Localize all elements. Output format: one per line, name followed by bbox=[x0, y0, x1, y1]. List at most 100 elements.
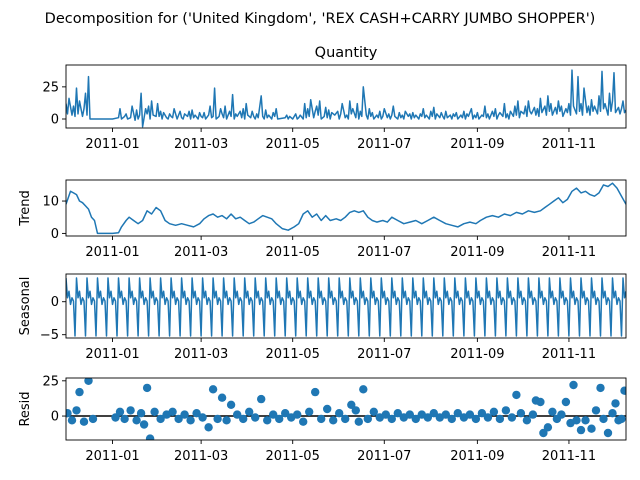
x-tick-label: 2011-05 bbox=[266, 347, 320, 362]
resid-point bbox=[354, 417, 363, 426]
resid-point bbox=[269, 410, 278, 419]
seasonal-line bbox=[66, 277, 626, 337]
resid-point bbox=[75, 387, 84, 397]
resid-point bbox=[186, 416, 195, 425]
resid-point bbox=[596, 383, 605, 393]
trend-line bbox=[66, 182, 626, 235]
resid-point bbox=[67, 416, 77, 425]
x-tick-label: 2011-05 bbox=[266, 245, 320, 260]
x-tick-label: 2011-09 bbox=[450, 347, 504, 362]
y-tick-label: 10 bbox=[42, 195, 59, 210]
resid-point bbox=[381, 410, 390, 419]
resid-point bbox=[620, 386, 626, 395]
resid-point bbox=[347, 400, 356, 409]
trend-frame bbox=[65, 179, 627, 237]
panel-title: Quantity bbox=[315, 45, 378, 61]
x-tick-label: 2011-11 bbox=[542, 347, 596, 362]
resid-point bbox=[79, 417, 89, 426]
resid-point bbox=[429, 409, 438, 418]
resid-point bbox=[72, 406, 81, 415]
y-tick-label: 0 bbox=[51, 410, 59, 425]
resid-point bbox=[501, 406, 511, 415]
y-tick-label: 25 bbox=[42, 80, 59, 95]
resid-point bbox=[317, 414, 326, 424]
x-tick-label: 2011-09 bbox=[450, 137, 504, 152]
resid-point bbox=[369, 407, 378, 416]
y-tick-label: 25 bbox=[42, 374, 59, 389]
resid-point bbox=[512, 390, 521, 400]
x-tick-label: 2011-11 bbox=[542, 449, 596, 464]
x-tick-label: 2011-01 bbox=[85, 347, 139, 362]
resid-point bbox=[453, 409, 462, 418]
resid-point bbox=[299, 417, 308, 426]
resid-point bbox=[139, 420, 149, 429]
x-tick-label: 2011-01 bbox=[85, 449, 139, 464]
resid-point bbox=[239, 414, 248, 424]
resid-point bbox=[516, 409, 526, 418]
resid-point bbox=[180, 410, 189, 419]
resid-point bbox=[405, 410, 414, 419]
resid-point bbox=[608, 409, 617, 418]
resid-point bbox=[233, 410, 242, 419]
x-tick-label: 2011-09 bbox=[450, 449, 504, 464]
resid-point bbox=[351, 406, 360, 415]
resid-point bbox=[569, 380, 578, 390]
resid-point bbox=[305, 407, 314, 416]
resid-point bbox=[543, 423, 553, 432]
x-tick-label: 2011-05 bbox=[266, 137, 320, 152]
resid-point bbox=[411, 414, 420, 424]
resid-point bbox=[142, 383, 152, 393]
resid-point bbox=[617, 414, 626, 424]
resid-point bbox=[136, 409, 146, 418]
resid-point bbox=[145, 434, 155, 440]
resid-point bbox=[557, 410, 566, 419]
y-tick-label: −5 bbox=[40, 328, 59, 343]
panel-observed: 0 25 2011-01 2011-03 2011-05 2011-07 2011-09 20… bbox=[42, 45, 627, 152]
resid-point bbox=[522, 416, 532, 425]
resid-point bbox=[548, 407, 557, 416]
resid-point bbox=[293, 410, 302, 419]
y-tick-label: 0 bbox=[51, 227, 59, 242]
panels-group: 0 25 2011-01 2011-03 2011-05 2011-07 2011-09 20… bbox=[18, 45, 627, 464]
resid-point bbox=[111, 413, 120, 422]
trend-data bbox=[66, 182, 626, 235]
resid-point bbox=[281, 409, 290, 418]
resid-point bbox=[226, 400, 236, 409]
observed-data bbox=[66, 69, 626, 128]
resid-point bbox=[245, 407, 254, 416]
resid-point bbox=[204, 423, 213, 432]
y-axis-label: Seasonal bbox=[18, 277, 33, 336]
resid-point bbox=[323, 404, 332, 414]
x-tick-label: 2011-01 bbox=[85, 245, 139, 260]
resid-point bbox=[88, 414, 98, 424]
x-tick-label: 2011-05 bbox=[266, 449, 320, 464]
resid-point bbox=[341, 414, 350, 424]
resid-point bbox=[150, 407, 159, 416]
resid-point bbox=[329, 416, 338, 425]
x-tick-label: 2011-03 bbox=[174, 245, 228, 260]
resid-point bbox=[611, 399, 620, 408]
resid-point bbox=[174, 414, 183, 424]
x-tick-label: 2011-09 bbox=[450, 245, 504, 260]
resid-point bbox=[507, 413, 517, 422]
y-axis-label: Resid bbox=[18, 391, 33, 426]
resid-point bbox=[387, 414, 396, 424]
panel-resid: 0 25 2011-01 2011-03 2011-05 2011-07 2011-09 20… bbox=[18, 374, 627, 464]
resid-point bbox=[572, 416, 581, 425]
resid-point bbox=[208, 385, 218, 394]
resid-point bbox=[115, 407, 125, 416]
resid-point bbox=[359, 385, 368, 394]
resid-point bbox=[536, 397, 545, 407]
resid-point bbox=[275, 414, 284, 424]
resid-point bbox=[441, 410, 450, 419]
x-tick-label: 2011-11 bbox=[542, 245, 596, 260]
resid-point bbox=[393, 409, 402, 418]
resid-point bbox=[168, 407, 177, 416]
observed-line bbox=[66, 69, 626, 128]
x-tick-label: 2011-07 bbox=[357, 449, 411, 464]
y-tick-label: 0 bbox=[51, 113, 59, 128]
resid-data bbox=[66, 378, 626, 440]
y-axis-label: Trend bbox=[18, 190, 33, 227]
x-tick-label: 2011-01 bbox=[85, 137, 139, 152]
x-tick-label: 2011-03 bbox=[174, 449, 228, 464]
